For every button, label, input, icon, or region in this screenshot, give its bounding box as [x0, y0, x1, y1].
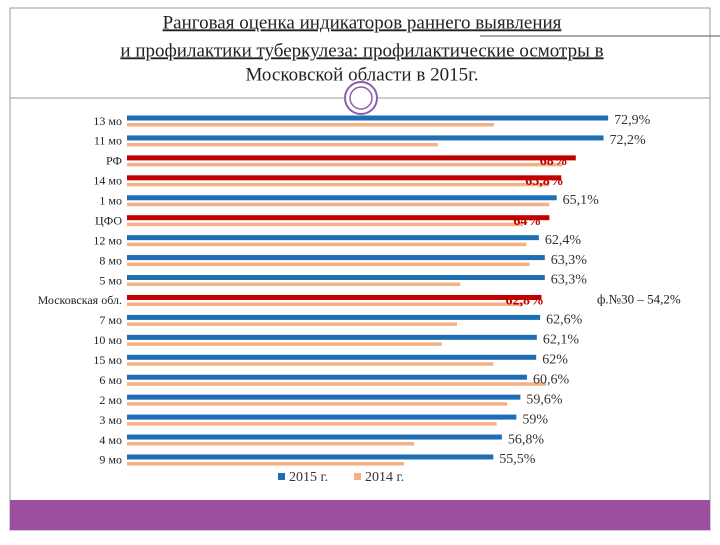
bar [127, 135, 604, 141]
value-label: 65,1% [563, 193, 600, 208]
bar [127, 382, 547, 386]
bar [127, 314, 541, 320]
title-line: и профилактики туберкулеза: профилактиче… [120, 40, 603, 61]
bar [127, 142, 438, 147]
bar [127, 334, 537, 340]
bar [127, 394, 521, 400]
bar [127, 222, 523, 227]
value-label: 59,6% [526, 392, 563, 407]
bar [127, 302, 523, 306]
value-label: 62,6% [546, 313, 583, 328]
legend-swatch [354, 473, 361, 480]
value-label: 56,8% [508, 432, 545, 447]
bar [127, 461, 405, 466]
bar [127, 454, 494, 460]
bar [127, 442, 415, 446]
footer-band [10, 500, 710, 530]
bar [127, 162, 563, 167]
bar [127, 175, 562, 181]
y-tick-label: 7 мо [99, 313, 122, 327]
legend-swatch [278, 473, 285, 480]
bar [127, 115, 609, 121]
value-label: 72,2% [610, 133, 647, 148]
value-label: 63,3% [551, 253, 588, 268]
bar [127, 195, 557, 201]
title-line: Ранговая оценка индикаторов раннего выяв… [163, 12, 562, 33]
bar [127, 422, 497, 426]
y-tick-label: 3 мо [99, 413, 122, 427]
bar [127, 362, 494, 366]
bar [127, 235, 539, 241]
value-label: 65,8% [525, 174, 564, 189]
y-tick-label: 8 мо [99, 253, 122, 267]
value-label: 64% [513, 214, 541, 229]
y-tick-label: 12 мо [93, 233, 122, 247]
bar [127, 182, 550, 187]
y-tick-label: ЦФО [95, 213, 122, 227]
value-label: 63,3% [551, 273, 588, 288]
bar [127, 275, 545, 281]
ornament [349, 86, 373, 110]
y-tick-label: 1 мо [99, 194, 122, 208]
value-label: 55,5% [499, 452, 536, 467]
bar [127, 374, 527, 380]
value-label: 68% [540, 154, 568, 169]
y-tick-label: 13 мо [93, 114, 122, 128]
value-label: 60,6% [533, 372, 570, 387]
bar [127, 342, 442, 346]
y-tick-label: РФ [106, 154, 122, 168]
legend-label: 2015 г. [289, 470, 328, 485]
y-tick-label: 4 мо [99, 433, 122, 447]
y-tick-label: Московская обл. [38, 293, 122, 307]
bar [127, 202, 550, 207]
value-label: 62,1% [543, 333, 580, 348]
annotation: ф.№30 – 54,2% [597, 291, 681, 306]
y-tick-label: 2 мо [99, 393, 122, 407]
bar [127, 282, 461, 287]
value-label: 62,4% [545, 233, 582, 248]
y-tick-label: 6 мо [99, 373, 122, 387]
value-label: 62,8% [505, 294, 543, 309]
y-tick-label: 15 мо [93, 353, 122, 367]
bar [127, 262, 530, 267]
bar [127, 215, 550, 221]
bar [127, 322, 457, 326]
y-tick-label: 11 мо [94, 134, 122, 148]
title-line: Московской области в 2015г. [246, 64, 479, 85]
bar [127, 242, 527, 247]
bar [127, 434, 502, 440]
y-tick-label: 10 мо [93, 333, 122, 347]
bar [127, 294, 542, 300]
bar [127, 402, 508, 406]
legend-label: 2014 г. [365, 470, 404, 485]
bar [127, 155, 576, 161]
y-tick-label: 5 мо [99, 273, 122, 287]
bar [127, 255, 545, 261]
value-label: 72,9% [614, 113, 651, 128]
value-label: 59% [522, 412, 548, 427]
bar [127, 354, 537, 360]
y-tick-label: 9 мо [99, 453, 122, 467]
value-label: 62% [542, 352, 568, 367]
y-tick-label: 14 мо [93, 174, 122, 188]
bar [127, 414, 517, 420]
bar [127, 123, 494, 127]
